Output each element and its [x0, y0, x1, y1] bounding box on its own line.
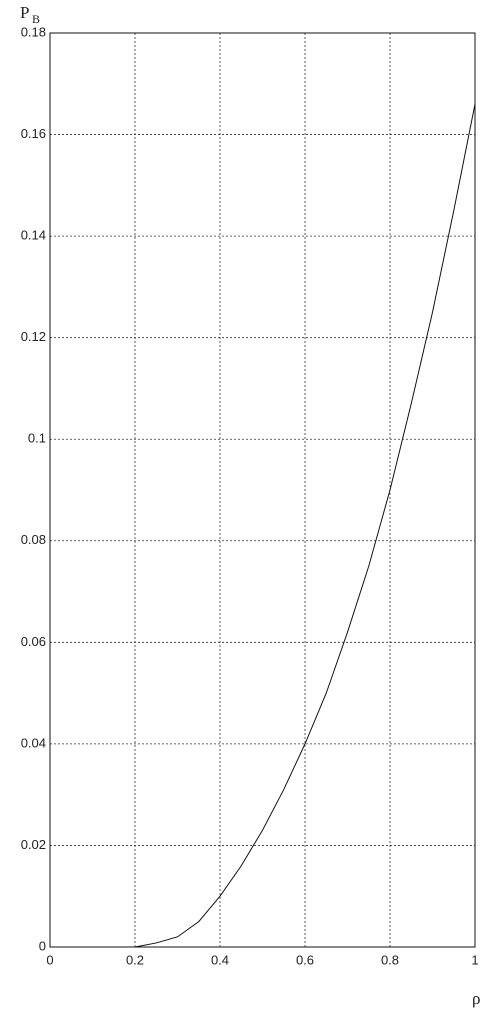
y-tick-label: 0.12 — [21, 329, 46, 344]
y-tick-label: 0.04 — [21, 735, 46, 750]
y-tick-label: 0.16 — [21, 126, 46, 141]
y-axis-label: P — [20, 3, 29, 22]
x-tick-label: 0.6 — [296, 952, 314, 967]
x-tick-label: 0.4 — [211, 952, 229, 967]
x-tick-label: 0 — [46, 952, 53, 967]
x-tick-label: 1 — [471, 952, 478, 967]
x-tick-label: 0.2 — [126, 952, 144, 967]
plot-frame — [50, 33, 475, 947]
y-tick-label: 0.18 — [21, 24, 46, 39]
data-line — [50, 104, 475, 947]
y-tick-label: 0.02 — [21, 837, 46, 852]
x-axis-label: ρ — [472, 989, 480, 1008]
y-tick-label: 0.08 — [21, 532, 46, 547]
y-tick-label: 0.06 — [21, 634, 46, 649]
y-tick-label: 0 — [39, 938, 46, 953]
x-tick-label: 0.8 — [381, 952, 399, 967]
y-tick-label: 0.1 — [28, 431, 46, 446]
chart: P B ρ 00.020.040.060.080.10.120.140.160.… — [0, 0, 480, 1011]
y-tick-label: 0.14 — [21, 228, 46, 243]
